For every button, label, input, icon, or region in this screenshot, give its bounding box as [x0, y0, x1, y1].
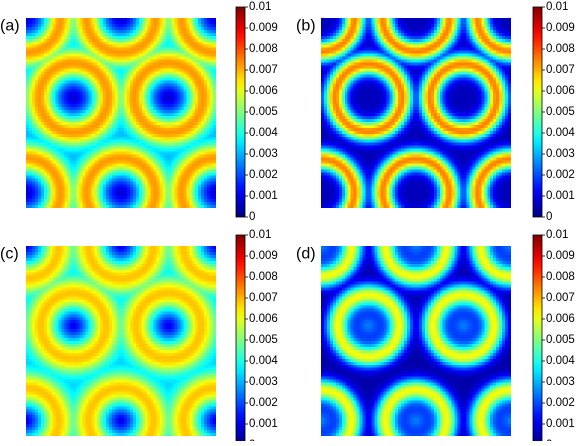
colorbar-tick-label: 0.01: [249, 1, 271, 13]
colorbar-tick-label: 0.007: [546, 292, 575, 304]
colorbar-tick-label: 0.008: [249, 43, 278, 55]
colorbar: [532, 6, 543, 218]
colorbar-tick-label: 0.003: [249, 148, 278, 160]
colorbar-tick-label: 0: [249, 211, 255, 223]
colorbar: [235, 234, 246, 446]
colorbar-tick-label: 0.001: [546, 418, 575, 430]
colorbar-tick-label: 0.009: [249, 22, 278, 34]
colorbar-tick-label: 0.005: [546, 334, 575, 346]
colorbar-tick-label: 0.006: [249, 85, 278, 97]
colorbar-tick-label: 0.002: [249, 169, 278, 181]
panel-label: (d): [296, 245, 316, 262]
colorbar-tick-label: 0.01: [546, 229, 568, 241]
colorbar-tick-label: 0.004: [546, 355, 575, 367]
panel-b: (b) 0.01 0.009 0.008 0.007 0.006 0.005 0.004 0.0…: [296, 1, 575, 223]
heatmap-image: [26, 18, 216, 208]
colorbar-tick-label: 0.004: [249, 355, 278, 367]
colorbar: [235, 6, 246, 218]
colorbar-tick-label: 0.004: [546, 127, 575, 139]
colorbar-tick-label: 0.001: [249, 418, 278, 430]
colorbar-tick-label: 0.001: [249, 190, 278, 202]
colorbar-tick-label: 0.002: [546, 169, 575, 181]
colorbar-tick-label: 0.007: [249, 64, 278, 76]
colorbar-tick-label: 0: [546, 211, 552, 223]
panel-label: (a): [0, 17, 20, 34]
colorbar-tick-label: 0.003: [546, 148, 575, 160]
colorbar-tick-label: 0.006: [249, 313, 278, 325]
colorbar-tick-label: 0.002: [546, 397, 575, 409]
colorbar-tick-label: 0.008: [546, 271, 575, 283]
colorbar-tick-label: 0.003: [546, 376, 575, 388]
panel-d: (d) 0.01 0.009 0.008 0.007 0.006 0.005 0.004 0.0…: [296, 229, 575, 446]
colorbar-tick-label: 0.004: [249, 127, 278, 139]
colorbar-tick-label: 0.002: [249, 397, 278, 409]
panel-c: (c) 0.01 0.009 0.008 0.007 0.006 0.005 0.004 0.0…: [0, 229, 278, 446]
colorbar-tick-label: 0.006: [546, 85, 575, 97]
colorbar-tick-label: 0.008: [546, 43, 575, 55]
heatmap-image: [321, 246, 511, 436]
colorbar-tick-label: 0.009: [546, 250, 575, 262]
colorbar-tick-label: 0.005: [249, 106, 278, 118]
colorbar-tick-label: 0.006: [546, 313, 575, 325]
colorbar-tick-label: 0.009: [546, 22, 575, 34]
colorbar: [532, 234, 543, 446]
colorbar-tick-label: 0.005: [249, 334, 278, 346]
colorbar-tick-label: 0.003: [249, 376, 278, 388]
panel-label: (b): [296, 17, 316, 34]
colorbar-tick-label: 0.001: [546, 190, 575, 202]
colorbar-tick-label: 0.009: [249, 250, 278, 262]
panel-label: (c): [0, 245, 19, 262]
colorbar-tick-label: 0.007: [546, 64, 575, 76]
colorbar-tick-label: 0.005: [546, 106, 575, 118]
heatmap-image: [321, 18, 511, 208]
colorbar-tick-label: 0.01: [546, 1, 568, 13]
colorbar-tick-label: 0.01: [249, 229, 271, 241]
heatmap-image: [26, 246, 216, 436]
panel-a: (a) 0.01 0.009 0.008 0.007 0.006 0.005 0.004 0.0…: [0, 1, 278, 223]
colorbar-tick-label: 0.007: [249, 292, 278, 304]
colorbar-tick-label: 0.008: [249, 271, 278, 283]
